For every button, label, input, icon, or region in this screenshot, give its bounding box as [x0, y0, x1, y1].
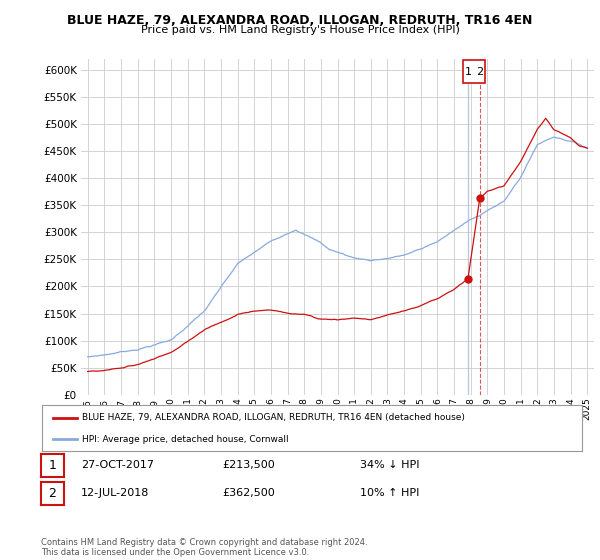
Text: 2: 2: [48, 487, 56, 500]
Text: £213,500: £213,500: [222, 460, 275, 470]
Text: 2: 2: [476, 67, 484, 77]
Text: 1: 1: [464, 67, 472, 77]
Text: £362,500: £362,500: [222, 488, 275, 498]
Text: 27-OCT-2017: 27-OCT-2017: [81, 460, 154, 470]
Text: HPI: Average price, detached house, Cornwall: HPI: Average price, detached house, Corn…: [83, 435, 289, 444]
Text: 10% ↑ HPI: 10% ↑ HPI: [360, 488, 419, 498]
Text: Contains HM Land Registry data © Crown copyright and database right 2024.
This d: Contains HM Land Registry data © Crown c…: [41, 538, 367, 557]
Text: BLUE HAZE, 79, ALEXANDRA ROAD, ILLOGAN, REDRUTH, TR16 4EN (detached house): BLUE HAZE, 79, ALEXANDRA ROAD, ILLOGAN, …: [83, 413, 466, 422]
Text: BLUE HAZE, 79, ALEXANDRA ROAD, ILLOGAN, REDRUTH, TR16 4EN: BLUE HAZE, 79, ALEXANDRA ROAD, ILLOGAN, …: [67, 14, 533, 27]
Text: 1: 1: [48, 459, 56, 472]
Text: 34% ↓ HPI: 34% ↓ HPI: [360, 460, 419, 470]
Bar: [463, 60, 485, 83]
Text: Price paid vs. HM Land Registry's House Price Index (HPI): Price paid vs. HM Land Registry's House …: [140, 25, 460, 35]
Text: 12-JUL-2018: 12-JUL-2018: [81, 488, 149, 498]
